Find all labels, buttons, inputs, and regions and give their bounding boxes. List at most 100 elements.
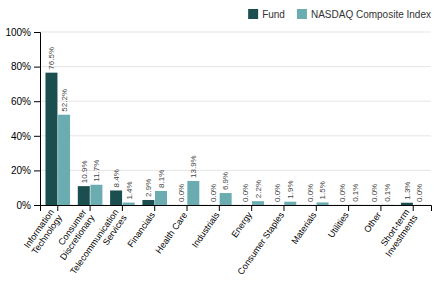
bar: [123, 203, 135, 205]
data-label: 1.5%: [318, 181, 327, 199]
x-tick-mark: [316, 205, 317, 211]
bar: [284, 202, 296, 205]
x-tick-label: Materials: [289, 210, 318, 246]
bar: [142, 200, 154, 205]
legend-item: NASDAQ Composite Index: [297, 9, 431, 20]
y-tick-mark: [34, 67, 40, 68]
bar-series: [45, 73, 412, 205]
y-axis-line: [34, 33, 41, 206]
x-tick: Financials: [125, 205, 157, 249]
x-tick-mark: [380, 205, 381, 211]
bar: [336, 205, 348, 206]
data-label: 8.1%: [157, 170, 166, 188]
data-label: 0.1%: [383, 184, 392, 202]
x-tick-mark: [283, 205, 284, 211]
legend-swatch: [297, 9, 307, 19]
x-tick-label: Health Care: [154, 210, 190, 255]
x-tick: Industrials: [190, 205, 222, 250]
y-axis: 0% 20% 40% 60% 80% 100%: [5, 27, 40, 211]
bar: [187, 181, 199, 205]
grid-line: [40, 135, 431, 136]
data-label: 1.4%: [125, 181, 134, 199]
bar: [349, 204, 361, 205]
data-labels: 76.5%10.9%8.4%2.9%0.0%0.0%0.0%0.0%0.0%0.…: [47, 47, 424, 202]
data-label: 0.1%: [351, 184, 360, 202]
data-label: 0.0%: [209, 184, 218, 202]
x-tick-label: Other: [362, 210, 383, 234]
x-tick-label: InformationTechnology: [22, 207, 65, 256]
x-tick-mark: [348, 205, 349, 211]
bar: [381, 204, 393, 205]
y-tick-mark: [34, 32, 40, 33]
data-label: 0.0%: [241, 184, 250, 202]
bar: [58, 115, 70, 205]
y-tick-label: 100%: [5, 27, 31, 38]
data-label: 0.0%: [370, 184, 379, 202]
x-tick: InformationTechnology: [22, 205, 65, 256]
y-tick: 40%: [11, 131, 40, 142]
y-tick: 20%: [11, 165, 40, 176]
bars: [45, 73, 412, 205]
y-tick: 100%: [5, 27, 40, 38]
bar: [45, 73, 57, 205]
y-tick: 60%: [11, 96, 40, 107]
x-tick: Health Care: [154, 205, 190, 255]
data-label: 0.0%: [415, 184, 424, 202]
bar: [401, 203, 413, 205]
data-label: 11.7%: [92, 160, 101, 182]
y-tick-label: 0%: [17, 200, 32, 211]
x-tick: Utilities: [326, 205, 351, 240]
data-label: 0.0%: [177, 184, 186, 202]
x-tick: Other: [362, 205, 383, 234]
grid-line: [40, 101, 431, 102]
grid-line: [40, 32, 431, 33]
bar: [110, 190, 122, 205]
bar: [78, 186, 90, 205]
y-tick-mark: [34, 101, 40, 102]
x-tick-label: TelecommunicationServices: [68, 207, 129, 282]
legend-item: Fund: [248, 9, 285, 20]
y-tick-mark: [34, 136, 40, 137]
data-label: 0.0%: [273, 184, 282, 202]
y-tick: 0%: [17, 200, 40, 211]
bar: [239, 205, 251, 206]
data-label: 76.5%: [47, 47, 56, 70]
data-label: 1.3%: [403, 182, 412, 200]
x-tick-label: Utilities: [326, 210, 351, 240]
bar: [252, 201, 264, 205]
data-label: 1.9%: [286, 180, 295, 198]
y-tick-label: 60%: [11, 96, 31, 107]
bar: [207, 205, 219, 206]
plot: 0%20%40%60%80%100%InformationTechnologyC…: [5, 27, 431, 282]
grid-line: [40, 66, 431, 67]
bar: [90, 185, 102, 205]
grid: [40, 32, 431, 205]
x-axis: InformationTechnologyConsumerDiscretiona…: [22, 205, 432, 282]
x-tick: TelecommunicationServices: [68, 205, 129, 282]
x-tick-label: Industrials: [190, 210, 222, 250]
x-tick-label: Consumer Staples: [236, 210, 287, 277]
bar: [414, 205, 426, 206]
legend-swatch: [248, 9, 258, 19]
data-label: 13.9%: [189, 155, 198, 178]
legend: Fund NASDAQ Composite Index: [248, 9, 431, 20]
data-label: 2.2%: [254, 180, 263, 198]
y-tick: 80%: [11, 61, 40, 72]
data-label: 0.0%: [306, 184, 315, 202]
bar: [175, 205, 187, 206]
x-tick-mark: [57, 205, 58, 211]
x-tick-mark: [251, 205, 252, 211]
x-axis-line: [41, 206, 432, 212]
bar: [220, 193, 232, 205]
legend-label: Fund: [262, 9, 285, 20]
data-label: 2.9%: [144, 179, 153, 197]
data-label: 0.0%: [338, 184, 347, 202]
x-tick-mark: [413, 205, 414, 211]
y-tick-mark: [34, 170, 40, 171]
y-tick-mark: [34, 205, 40, 206]
x-tick-mark: [187, 205, 188, 211]
data-label: 52.2%: [60, 89, 69, 112]
bar: [304, 205, 316, 206]
bar-series: [58, 115, 393, 205]
x-tick-label: Short-termInvestments: [375, 207, 419, 259]
